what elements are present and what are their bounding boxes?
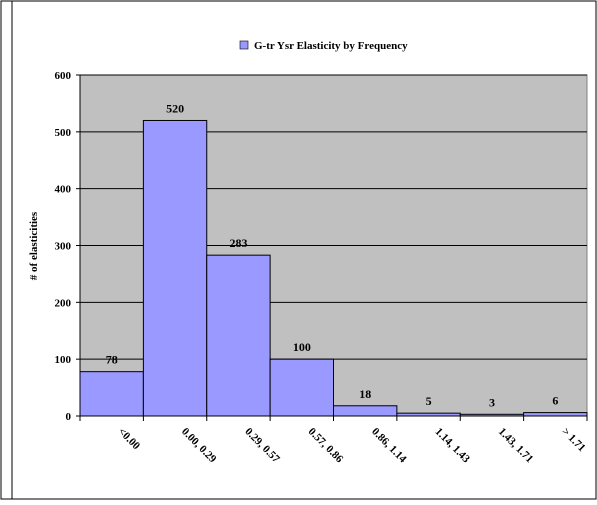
y-tick-label: 500: [55, 127, 72, 139]
bar: [206, 254, 271, 417]
y-tick-label: 100: [55, 354, 72, 366]
bar-data-label: 283: [229, 236, 247, 250]
bar: [333, 405, 398, 417]
bars: [79, 119, 588, 417]
y-tick-label: 600: [55, 70, 72, 82]
y-tick-label: 300: [55, 241, 72, 253]
bar: [523, 412, 588, 417]
bar: [269, 358, 334, 417]
bar-data-label: 520: [166, 101, 184, 115]
y-axis-title: # of elasticities: [28, 211, 40, 280]
bar-data-labels: 78 520 283 100 18 5 3 6: [106, 101, 559, 409]
bar-data-label: 6: [552, 394, 558, 408]
legend-swatch: [239, 40, 249, 50]
legend: G-tr Ysr Elasticity by Frequency: [239, 40, 408, 52]
bar-data-label: 78: [106, 353, 118, 367]
bar: [79, 371, 144, 417]
bar-data-label: 100: [293, 340, 311, 354]
bar: [142, 119, 208, 417]
y-tick-label: 400: [55, 184, 72, 196]
y-axis: 0 100 200 300 400 500 600: [55, 70, 81, 423]
legend-label: G-tr Ysr Elasticity by Frequency: [254, 40, 408, 52]
bar-data-label: 3: [489, 395, 495, 409]
y-tick-label: 0: [66, 411, 72, 423]
bar-data-label: 18: [359, 387, 371, 401]
y-tick-label: 200: [55, 297, 72, 309]
bar-data-label: 5: [426, 394, 432, 408]
